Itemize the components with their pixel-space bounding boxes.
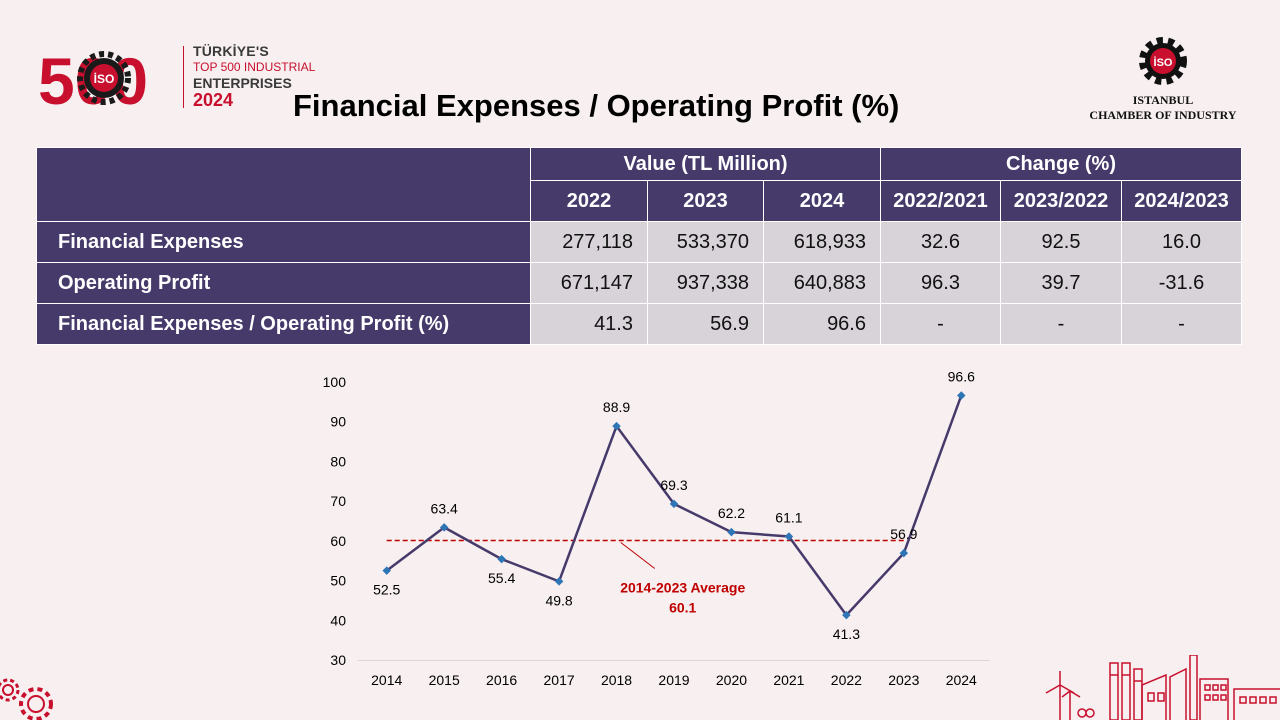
y-tick-label: 60 <box>330 533 346 549</box>
data-label: 55.4 <box>488 570 515 586</box>
row-label: Financial Expenses / Operating Profit (%… <box>36 303 531 345</box>
col-header: 2024/2023 <box>1121 180 1242 222</box>
table-row: Financial Expenses / Operating Profit (%… <box>36 303 1242 345</box>
org-badge: İSO <box>1154 56 1173 69</box>
average-leader-line <box>620 542 656 569</box>
data-label: 63.4 <box>431 500 458 516</box>
table-cell: 39.7 <box>1000 262 1122 304</box>
x-tick-label: 2024 <box>946 672 977 688</box>
y-tick-label: 30 <box>330 652 346 668</box>
col-header: 2022 <box>530 180 648 222</box>
y-tick-label: 100 <box>323 374 347 390</box>
y-tick-label: 90 <box>330 414 346 430</box>
data-point <box>497 554 506 564</box>
data-point <box>612 421 621 431</box>
data-label: 88.9 <box>603 399 630 415</box>
data-point <box>439 523 449 532</box>
factory-illustration-icon <box>1045 655 1280 720</box>
x-tick-label: 2015 <box>429 672 460 688</box>
data-point <box>727 527 736 537</box>
logo-line2: TOP 500 INDUSTRIAL <box>193 60 316 74</box>
data-point <box>554 577 564 586</box>
col-header: 2024 <box>763 180 881 222</box>
col-header: 2023 <box>647 180 764 222</box>
data-label: 56.9 <box>890 526 917 542</box>
table-cell: 32.6 <box>880 221 1001 263</box>
x-tick-label: 2014 <box>371 672 402 688</box>
y-tick-label: 40 <box>330 612 346 628</box>
data-point <box>784 532 794 541</box>
data-label: 52.5 <box>373 582 400 598</box>
data-label: 62.2 <box>718 505 745 521</box>
row-label: Financial Expenses <box>36 221 531 263</box>
data-label: 61.1 <box>775 509 802 525</box>
table-cell: 277,118 <box>530 221 648 263</box>
logo-line1: TÜRKİYE'S <box>193 43 269 59</box>
average-value-label: 60.1 <box>669 599 696 615</box>
table-cell: 96.3 <box>880 262 1001 304</box>
iso-gear-logo: İSO <box>1139 37 1187 85</box>
table-cell: 640,883 <box>763 262 881 304</box>
y-tick-label: 50 <box>330 573 346 589</box>
x-tick-label: 2016 <box>486 672 517 688</box>
group-header-value: Value (TL Million) <box>530 147 881 181</box>
org-line2: CHAMBER OF INDUSTRY <box>1089 108 1237 122</box>
col-header: 2023/2022 <box>1000 180 1122 222</box>
logo-badge: İSO <box>94 71 115 86</box>
ratio-line-chart: 30 40 50 60 70 80 90 100 2014 2015 2016 2017 2018 201… <box>323 369 990 688</box>
average-label: 2014-2023 Average <box>620 579 745 595</box>
data-label: 41.3 <box>833 626 860 642</box>
data-label: 49.8 <box>545 592 572 608</box>
logo-line3: ENTERPRISES <box>193 75 292 91</box>
org-line1: ISTANBUL <box>1132 93 1194 107</box>
row-label: Operating Profit <box>36 262 531 304</box>
group-header-change: Change (%) <box>880 147 1242 181</box>
data-label: 69.3 <box>660 477 687 493</box>
table-cell: - <box>1121 303 1242 345</box>
data-point <box>382 566 391 575</box>
y-tick-label: 70 <box>330 493 346 509</box>
table-cell: 16.0 <box>1121 221 1242 263</box>
x-tick-label: 2019 <box>658 672 689 688</box>
x-tick-label: 2018 <box>601 672 632 688</box>
org-name: ISTANBUL CHAMBER OF INDUSTRY <box>1070 93 1256 123</box>
logo-divider <box>183 46 184 108</box>
x-tick-label: 2023 <box>888 672 919 688</box>
table-cell: 92.5 <box>1000 221 1122 263</box>
x-tick-label: 2022 <box>831 672 862 688</box>
data-label: 96.6 <box>948 369 975 385</box>
x-tick-label: 2017 <box>544 672 575 688</box>
table-cell: 937,338 <box>647 262 764 304</box>
table-cell: - <box>880 303 1001 345</box>
data-point <box>669 499 679 509</box>
y-tick-label: 80 <box>330 453 346 469</box>
table-cell: - <box>1000 303 1122 345</box>
x-tick-label: 2020 <box>716 672 747 688</box>
col-header: 2022/2021 <box>880 180 1001 222</box>
table-cell: 671,147 <box>530 262 648 304</box>
page-title: Financial Expenses / Operating Profit (%… <box>293 88 900 123</box>
financial-table: Value (TL Million) Change (%) 2022 2023 … <box>36 147 1242 345</box>
table-cell: 533,370 <box>647 221 764 263</box>
table-row: Operating Profit 671,147 937,338 640,883… <box>36 262 1242 304</box>
table-row: Financial Expenses 277,118 533,370 618,9… <box>36 221 1242 263</box>
data-point <box>957 391 966 400</box>
top500-logo-text: TÜRKİYE'S TOP 500 INDUSTRIAL ENTERPRISES… <box>193 44 315 109</box>
logo-line4: 2024 <box>193 90 234 110</box>
x-tick-label: 2021 <box>773 672 804 688</box>
top500-logo: 500 İSO <box>38 44 148 110</box>
gears-icon <box>0 678 53 720</box>
table-cell: 618,933 <box>763 221 881 263</box>
table-cell: 41.3 <box>530 303 648 345</box>
table-corner <box>36 147 531 222</box>
table-cell: 56.9 <box>647 303 764 345</box>
table-cell: -31.6 <box>1121 262 1242 304</box>
table-cell: 96.6 <box>763 303 881 345</box>
